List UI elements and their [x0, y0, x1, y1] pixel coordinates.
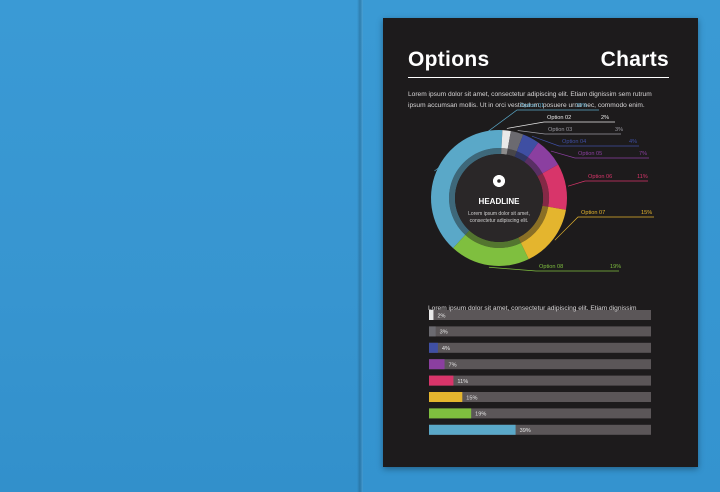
donut-inner-slice: [514, 151, 528, 163]
donut-inner-slice: [501, 148, 508, 155]
callout-line: [506, 121, 615, 129]
intro-paragraph: Lorem ipsum dolor sit amet, consectetur …: [408, 91, 652, 109]
donut-subtext-line2: consectetur adipiscing elit.: [470, 218, 529, 224]
bar-fill: [429, 342, 438, 353]
donut-center: [455, 154, 543, 242]
bar-track: [429, 408, 651, 419]
donut-slice: [520, 206, 566, 260]
callout-line: [434, 109, 599, 172]
callout-label: Option 08: [539, 264, 563, 270]
callout-value: 39%: [576, 103, 587, 109]
bar-track: [429, 375, 651, 386]
charts-canvas: HEADLINE Lorem ipsum dolor sit amet,conse…: [429, 103, 654, 435]
callout-value: 4%: [629, 139, 637, 145]
donut-inner-slice: [465, 230, 521, 248]
callout-line: [554, 216, 654, 241]
bar-value-label: 7%: [449, 363, 457, 369]
title-charts: Charts: [600, 48, 669, 71]
bar-track: [429, 326, 651, 337]
callout-label: Option 01: [520, 103, 544, 109]
bar-value-label: 2%: [437, 313, 445, 319]
bar-fill: [429, 375, 454, 386]
bar-fill: [429, 359, 445, 370]
bar-value-label: 15%: [466, 395, 477, 401]
callout-value: 19%: [610, 264, 621, 270]
bar-track: [429, 392, 651, 402]
donut-slice: [453, 234, 529, 266]
bar-intro-paragraph: Lorem ipsum dolor sit amet, consectetur …: [428, 305, 637, 312]
gear-icon: [492, 174, 506, 188]
bar-fill: [429, 392, 463, 402]
bar-fill: [429, 424, 516, 435]
donut-inner-slice: [524, 157, 543, 177]
donut-headline: HEADLINE: [479, 197, 521, 206]
bar-value-label: 4%: [442, 346, 450, 352]
donut-subtext-line1: Lorem ipsum dolor sit amet,: [468, 211, 530, 217]
bar-fill: [429, 310, 434, 320]
bar-value-label: 39%: [520, 428, 531, 434]
callout-label: Option 02: [547, 115, 571, 121]
donut-slice: [501, 130, 511, 149]
title-rule: [408, 77, 669, 78]
donut-slice: [527, 142, 559, 174]
bar-value-label: 3%: [440, 330, 448, 336]
callout-value: 15%: [641, 210, 652, 216]
donut-inner-slice: [518, 205, 549, 243]
donut-slice: [507, 131, 524, 152]
donut-inner-slice: [506, 148, 517, 157]
bar-value-label: 19%: [475, 412, 486, 418]
donut-inner-slice: [449, 148, 502, 235]
bar-value-label: 11%: [457, 379, 468, 385]
callout-line: [517, 130, 621, 135]
folder-fold: [357, 0, 363, 492]
donut-slice: [542, 164, 567, 210]
bar-track: [429, 424, 651, 435]
title-options: Options: [408, 48, 490, 71]
callout-label: Option 04: [562, 139, 586, 145]
folder-left-panel: [0, 0, 360, 492]
callout-value: 2%: [601, 115, 609, 121]
callout-value: 7%: [639, 151, 647, 157]
callout-label: Option 07: [581, 210, 605, 216]
callout-value: 3%: [615, 127, 623, 133]
callout-line: [488, 266, 619, 272]
donut-slice: [431, 130, 503, 249]
bar-track: [429, 310, 651, 320]
callout-line: [531, 135, 639, 147]
callout-label: Option 06: [588, 174, 612, 180]
callout-label: Option 03: [548, 127, 572, 133]
donut-slice: [516, 134, 539, 158]
callout-line: [567, 180, 648, 187]
infographic-sheet: Options Charts Lorem ipsum dolor sit ame…: [383, 18, 698, 467]
bar-track: [429, 342, 651, 353]
callout-value: 11%: [637, 174, 648, 180]
bar-fill: [429, 326, 436, 337]
bar-fill: [429, 408, 472, 419]
donut-inner-slice: [537, 173, 549, 207]
callout-line: [550, 150, 649, 159]
callout-label: Option 05: [578, 151, 602, 157]
bar-track: [429, 359, 651, 370]
